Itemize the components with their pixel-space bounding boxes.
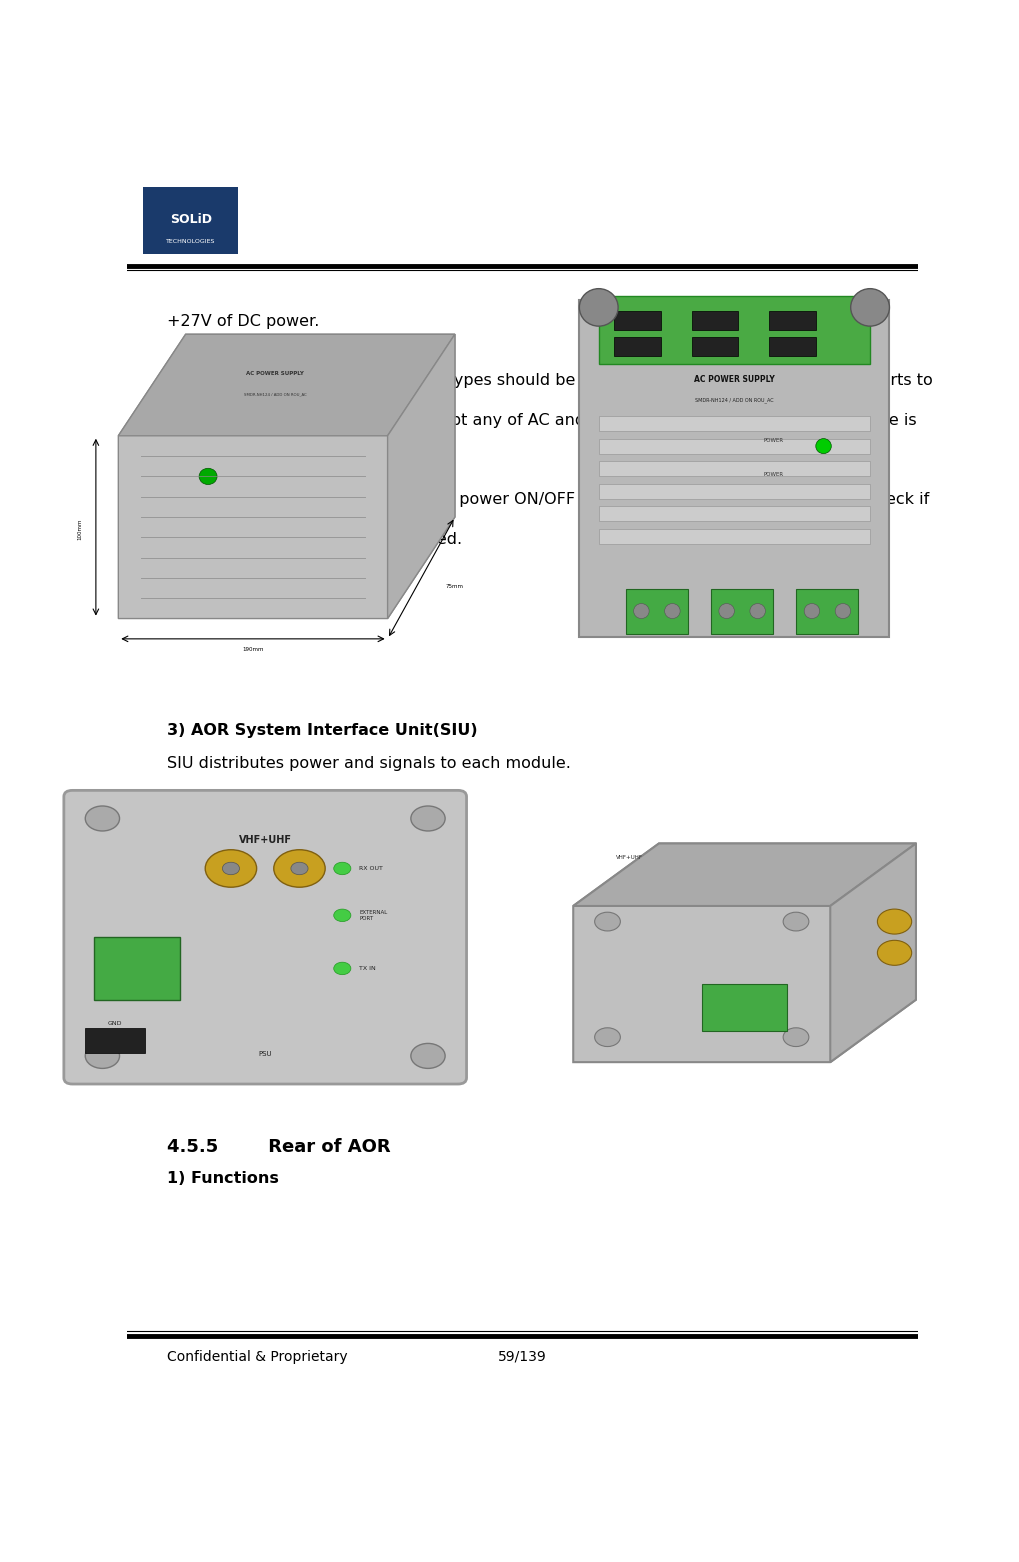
Circle shape	[205, 850, 257, 887]
Text: POWER: POWER	[762, 472, 783, 476]
Text: 190mm: 190mm	[242, 647, 264, 651]
Text: AC POWER SUPPLY: AC POWER SUPPLY	[693, 375, 774, 384]
FancyBboxPatch shape	[691, 311, 738, 330]
Circle shape	[664, 603, 680, 619]
Polygon shape	[387, 334, 454, 619]
Circle shape	[783, 912, 808, 931]
Circle shape	[333, 862, 351, 875]
FancyBboxPatch shape	[768, 337, 815, 356]
Circle shape	[290, 862, 308, 875]
Text: VHF+UHF: VHF+UHF	[615, 854, 642, 861]
Polygon shape	[573, 843, 915, 1062]
Circle shape	[86, 806, 119, 831]
Text: output    power is normally supplied.: output power is normally supplied.	[167, 533, 462, 547]
Text: 100mm: 100mm	[77, 519, 83, 540]
Text: Confidential & Proprietary: Confidential & Proprietary	[167, 1350, 347, 1364]
FancyBboxPatch shape	[796, 589, 858, 634]
FancyBboxPatch shape	[768, 311, 815, 330]
Circle shape	[411, 1043, 444, 1068]
Text: POWER: POWER	[762, 439, 783, 444]
Text: PSU: PSU	[258, 1051, 272, 1057]
FancyBboxPatch shape	[86, 1028, 145, 1053]
Circle shape	[815, 439, 830, 453]
FancyBboxPatch shape	[598, 506, 869, 522]
Text: 59/139: 59/139	[498, 1350, 546, 1364]
FancyBboxPatch shape	[143, 187, 238, 253]
Text: EXTERNAL
PORT: EXTERNAL PORT	[359, 911, 387, 920]
Circle shape	[876, 940, 911, 965]
Text: receive inputs,  is designed to accept any of AC and DC.  Only in this case,  th: receive inputs, is designed to accept an…	[167, 412, 916, 428]
FancyBboxPatch shape	[598, 528, 869, 544]
Text: TECHNOLOGIES: TECHNOLOGIES	[166, 239, 215, 244]
Polygon shape	[118, 334, 454, 619]
Polygon shape	[829, 843, 915, 1062]
Circle shape	[783, 1028, 808, 1047]
Text: AC POWER SUPPLY: AC POWER SUPPLY	[247, 370, 304, 376]
Circle shape	[411, 806, 444, 831]
FancyBboxPatch shape	[598, 415, 869, 431]
FancyBboxPatch shape	[626, 589, 687, 634]
FancyBboxPatch shape	[94, 937, 179, 1000]
Circle shape	[199, 469, 217, 484]
Circle shape	[594, 912, 620, 931]
Polygon shape	[118, 334, 454, 436]
Text: different.: different.	[167, 453, 240, 467]
Text: TX IN: TX IN	[359, 965, 376, 972]
Circle shape	[273, 850, 325, 887]
Circle shape	[835, 603, 850, 619]
Text: +27V of DC power.: +27V of DC power.	[167, 314, 319, 328]
Text: SMDR-NH124 / ADD ON ROU_AC: SMDR-NH124 / ADD ON ROU_AC	[694, 397, 773, 403]
Circle shape	[86, 1043, 119, 1068]
FancyBboxPatch shape	[598, 484, 869, 498]
Circle shape	[876, 909, 911, 934]
Circle shape	[803, 603, 819, 619]
Text: Upon your order, either of the two types should be decided. MS Connector, which : Upon your order, either of the two types…	[167, 373, 931, 389]
FancyBboxPatch shape	[598, 461, 869, 476]
Circle shape	[718, 603, 734, 619]
FancyBboxPatch shape	[701, 984, 787, 1031]
Text: VHF+UHF: VHF+UHF	[238, 836, 291, 845]
FancyBboxPatch shape	[691, 337, 738, 356]
FancyBboxPatch shape	[613, 337, 660, 356]
Text: GND: GND	[108, 1020, 122, 1026]
Circle shape	[333, 962, 351, 975]
Text: RX OUT: RX OUT	[359, 865, 383, 872]
FancyBboxPatch shape	[64, 790, 466, 1084]
Circle shape	[633, 603, 648, 619]
FancyBboxPatch shape	[579, 300, 889, 637]
Text: RPSU has a circuit brake to turn the power ON/OFF and has LED indicator at the t: RPSU has a circuit brake to turn the pow…	[167, 492, 928, 508]
Text: SMDR-NH124 / ADD ON ROU_AC: SMDR-NH124 / ADD ON ROU_AC	[244, 392, 307, 397]
Text: SIU distributes power and signals to each module.: SIU distributes power and signals to eac…	[167, 756, 571, 772]
FancyBboxPatch shape	[613, 311, 660, 330]
Circle shape	[579, 289, 618, 326]
Text: 3) AOR System Interface Unit(SIU): 3) AOR System Interface Unit(SIU)	[167, 723, 477, 737]
Circle shape	[333, 909, 351, 922]
FancyBboxPatch shape	[598, 439, 869, 453]
Text: 1) Functions: 1) Functions	[167, 1172, 278, 1186]
FancyBboxPatch shape	[710, 589, 772, 634]
Text: 4.5.5        Rear of AOR: 4.5.5 Rear of AOR	[167, 1137, 390, 1156]
Circle shape	[222, 862, 239, 875]
Circle shape	[594, 1028, 620, 1047]
Polygon shape	[573, 843, 915, 906]
Text: 75mm: 75mm	[445, 584, 464, 589]
Text: SOLiD: SOLiD	[169, 212, 212, 225]
Circle shape	[749, 603, 764, 619]
Circle shape	[850, 289, 889, 326]
FancyBboxPatch shape	[598, 297, 869, 364]
